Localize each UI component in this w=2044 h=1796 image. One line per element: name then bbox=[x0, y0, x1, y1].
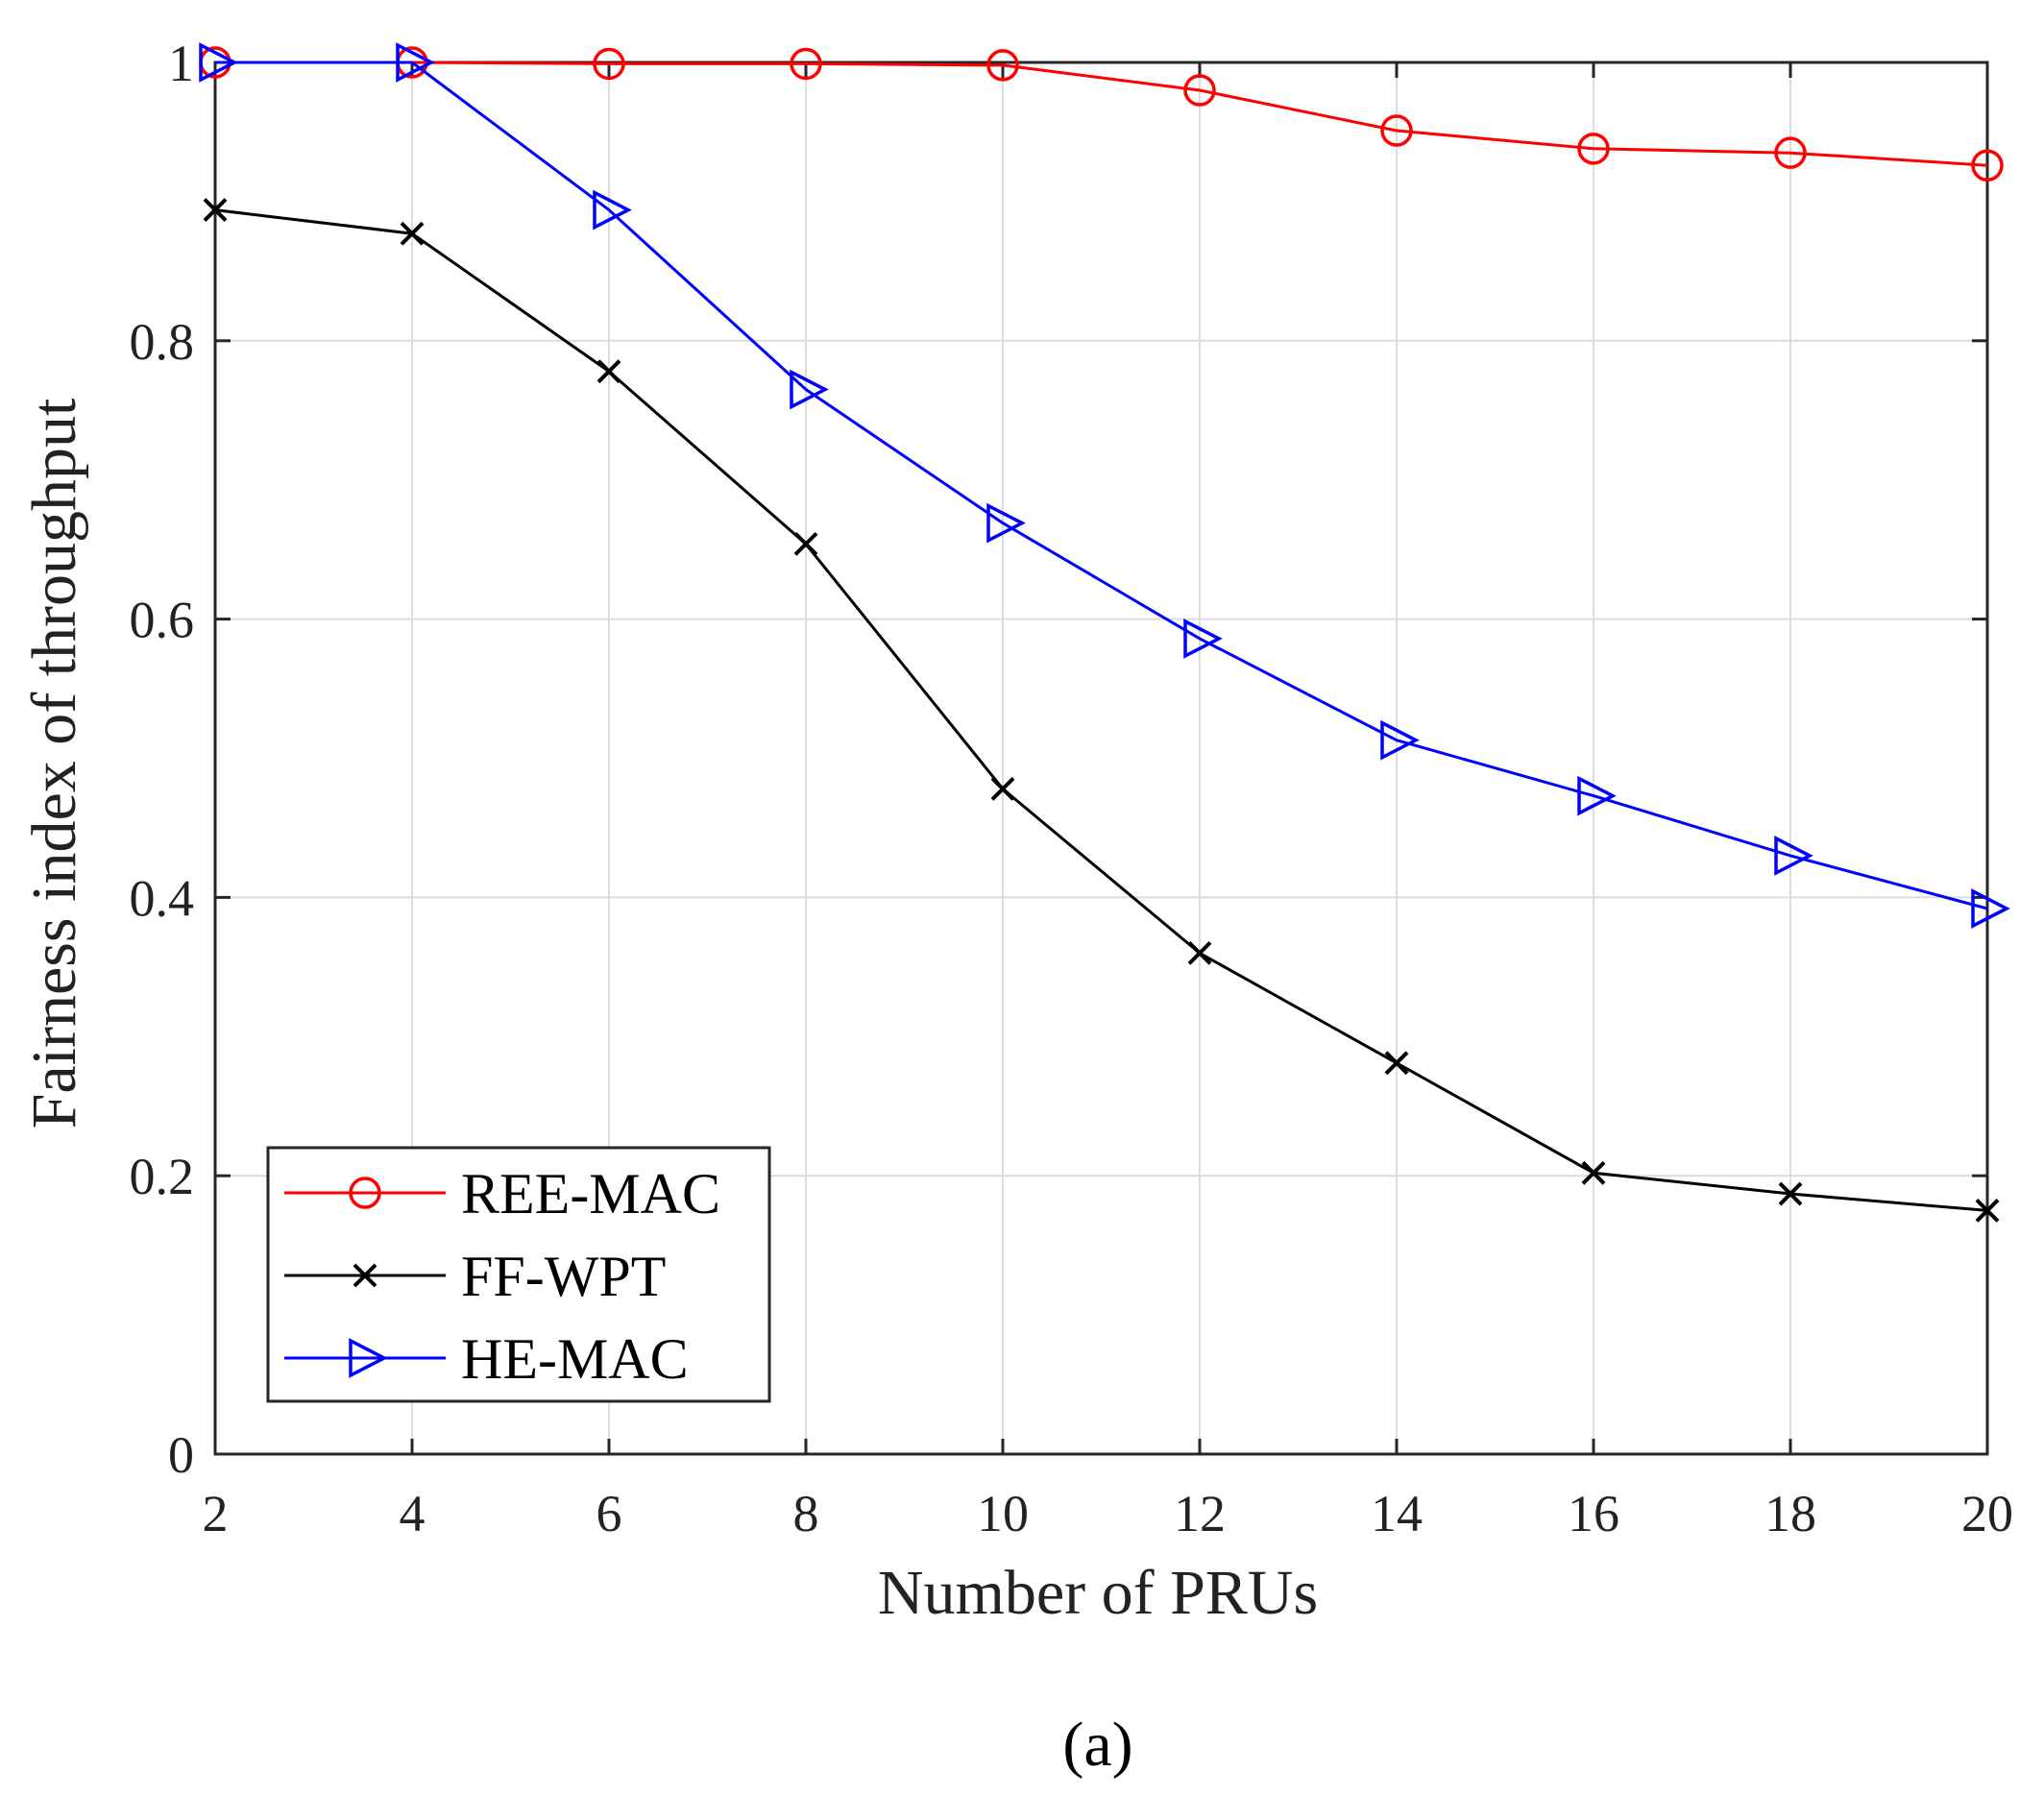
legend-marker-ff-wpt bbox=[353, 1263, 377, 1288]
series-ff-wpt bbox=[203, 198, 2000, 1223]
plot-area-frame bbox=[213, 61, 1989, 1456]
data-point-he-mac bbox=[986, 502, 1026, 544]
data-point-ree-mac bbox=[1971, 149, 2004, 182]
data-point-ree-mac bbox=[986, 49, 1019, 82]
x-tick-label: 8 bbox=[793, 1485, 819, 1542]
series-line-ff-wpt bbox=[214, 208, 1988, 1212]
data-point-he-mac bbox=[1380, 719, 1420, 761]
data-point-he-mac bbox=[593, 189, 632, 231]
data-point-ff-wpt bbox=[990, 776, 1015, 801]
legend-item-ff-wpt: FF-WPT bbox=[284, 1245, 666, 1308]
x-tick-labels: 2 4 6 8 10 12 14 16 18 20 bbox=[203, 1485, 2014, 1542]
x-tick-label: 10 bbox=[977, 1485, 1029, 1542]
data-point-ree-mac bbox=[1577, 133, 1610, 165]
data-point-ree-mac bbox=[593, 47, 625, 81]
data-point-he-mac bbox=[396, 42, 435, 83]
x-tick-label: 4 bbox=[400, 1485, 426, 1542]
legend: REE-MAC FF-WPT HE-MAC bbox=[266, 1146, 771, 1403]
y-tick-labels: 0 0.2 0.4 0.6 0.8 1 bbox=[130, 35, 195, 1484]
series-line-ree-mac bbox=[215, 61, 1988, 167]
x-tick-label: 6 bbox=[596, 1485, 622, 1542]
x-tick-label: 2 bbox=[203, 1485, 229, 1542]
x-axis-title: Number of PRUs bbox=[878, 1558, 1318, 1628]
x-tick-label: 12 bbox=[1174, 1485, 1226, 1542]
data-point-ff-wpt bbox=[1778, 1181, 1803, 1206]
data-point-he-mac bbox=[1577, 775, 1617, 816]
data-point-he-mac bbox=[1774, 836, 1813, 876]
data-point-ff-wpt bbox=[1975, 1199, 2000, 1223]
data-point-ff-wpt bbox=[1187, 940, 1212, 965]
legend-label-ff-wpt: FF-WPT bbox=[461, 1245, 666, 1308]
x-tick-label: 18 bbox=[1764, 1485, 1816, 1542]
y-tick-label: 0.2 bbox=[130, 1148, 195, 1205]
y-tick-label: 0.6 bbox=[130, 592, 195, 649]
data-point-ree-mac bbox=[1183, 74, 1216, 107]
data-point-ff-wpt bbox=[203, 198, 228, 223]
data-point-ree-mac bbox=[1774, 136, 1807, 169]
legend-marker-he-mac bbox=[349, 1338, 388, 1378]
legend-item-ree-mac: REE-MAC bbox=[284, 1162, 720, 1226]
data-point-he-mac bbox=[199, 42, 238, 83]
data-point-he-mac bbox=[790, 369, 829, 410]
data-point-ree-mac bbox=[1380, 114, 1413, 147]
x-tick-label: 20 bbox=[1961, 1485, 2013, 1542]
legend-marker-ree-mac bbox=[349, 1177, 381, 1209]
x-tick-label: 16 bbox=[1568, 1485, 1619, 1542]
y-axis-title: Fairness index of throughput bbox=[19, 399, 89, 1129]
data-point-ff-wpt bbox=[1581, 1160, 1606, 1185]
data-point-ree-mac bbox=[790, 47, 822, 81]
y-tick-label: 0 bbox=[168, 1426, 194, 1484]
series-group bbox=[199, 42, 2010, 1223]
data-point-ff-wpt bbox=[596, 359, 621, 384]
data-point-ff-wpt bbox=[400, 221, 425, 246]
data-point-he-mac bbox=[1971, 888, 2010, 929]
y-tick-label: 1 bbox=[168, 35, 194, 92]
legend-item-he-mac: HE-MAC bbox=[284, 1327, 689, 1391]
y-tick-label: 0.8 bbox=[130, 313, 195, 371]
series-he-mac bbox=[199, 42, 2010, 929]
legend-label-ree-mac: REE-MAC bbox=[461, 1162, 720, 1226]
x-tick-label: 14 bbox=[1371, 1485, 1423, 1542]
series-line-he-mac bbox=[215, 61, 1988, 910]
data-point-ff-wpt bbox=[793, 531, 818, 556]
data-point-ff-wpt bbox=[1384, 1051, 1409, 1076]
legend-label-he-mac: HE-MAC bbox=[461, 1327, 689, 1391]
figure-caption: (a) bbox=[1062, 1710, 1132, 1780]
data-point-he-mac bbox=[1183, 619, 1223, 659]
y-tick-label: 0.4 bbox=[130, 869, 195, 927]
